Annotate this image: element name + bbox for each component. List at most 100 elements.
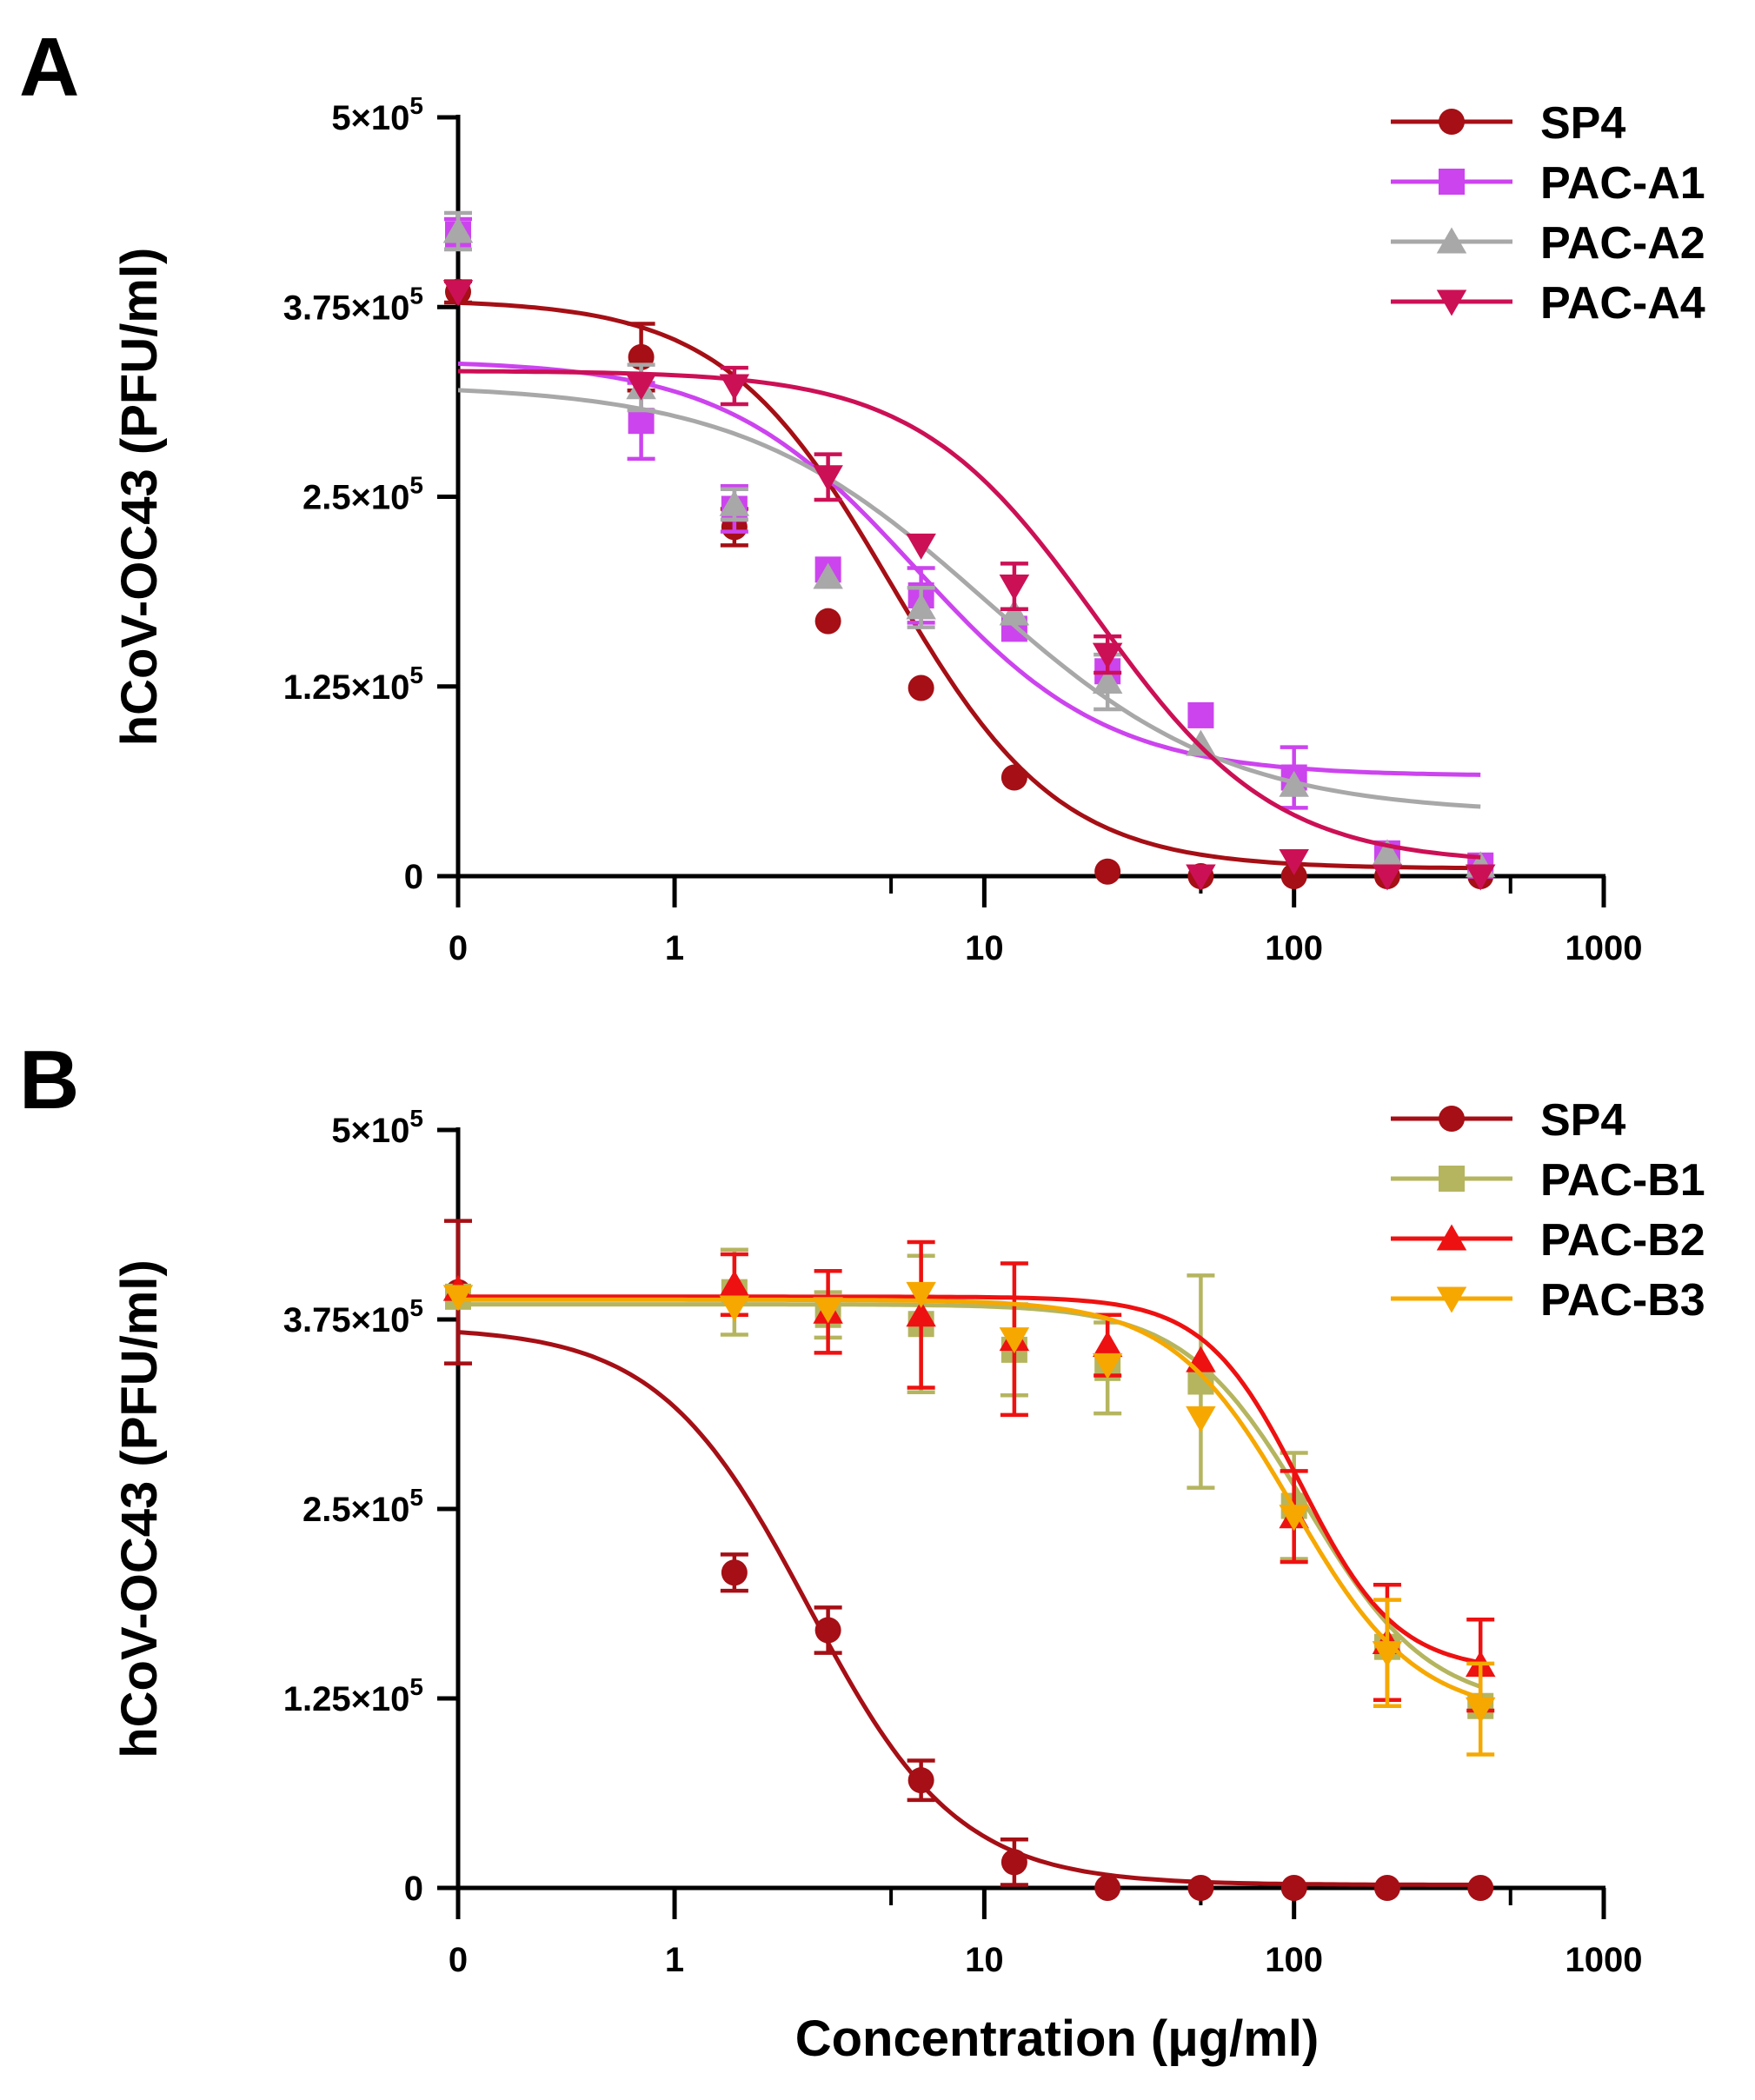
legend-label: PAC-A4 <box>1540 278 1705 329</box>
chart-panel-a: A 0 1.25×105 2.5×105 3.75×105 5×105 0 1 10 100 100… <box>19 21 1705 967</box>
x-tick-label: 1 <box>665 929 684 967</box>
x-tick-label: 0 <box>449 929 468 967</box>
legend-marker <box>1436 1286 1467 1313</box>
legend-marker <box>1439 109 1465 135</box>
series-sp4 <box>444 1219 1494 1901</box>
data-point <box>1279 849 1309 876</box>
data-point <box>1465 864 1496 891</box>
data-point <box>813 465 843 492</box>
legend-label: SP4 <box>1540 1095 1625 1146</box>
data-point <box>1372 1641 1403 1668</box>
data-point <box>1092 668 1123 694</box>
panel-label: A <box>19 21 79 114</box>
legend-label: PAC-A1 <box>1540 158 1705 209</box>
y-tick-label: 2.5×105 <box>302 1484 423 1529</box>
data-point <box>1187 701 1214 728</box>
legend-marker <box>1439 1166 1465 1192</box>
data-point <box>1000 764 1027 791</box>
data-point <box>814 1617 841 1644</box>
data-point <box>813 562 843 589</box>
data-point <box>1279 770 1309 797</box>
fit-curve <box>458 1297 1481 1700</box>
data-point <box>719 1270 750 1297</box>
x-tick-label: 1000 <box>1566 929 1643 967</box>
data-point <box>719 1295 750 1322</box>
data-point <box>813 1297 843 1324</box>
data-point <box>442 280 474 307</box>
series-pac-b3 <box>442 1281 1496 1757</box>
data-point <box>1372 839 1403 866</box>
data-point <box>1186 1406 1216 1432</box>
y-tick-label: 2.5×105 <box>302 472 423 517</box>
data-point <box>442 216 474 243</box>
legend-label: PAC-B1 <box>1540 1155 1705 1206</box>
data-point <box>1373 1875 1400 1901</box>
legend-marker <box>1436 1224 1467 1251</box>
y-tick-label: 5×105 <box>331 1105 423 1150</box>
data-point <box>721 1559 748 1586</box>
x-tick-label: 1 <box>665 1941 684 1979</box>
data-point <box>999 1327 1030 1354</box>
legend-marker <box>1439 1106 1465 1132</box>
data-point <box>999 599 1030 626</box>
x-tick-label: 1000 <box>1566 1941 1643 1979</box>
x-tick-label: 100 <box>1265 929 1323 967</box>
data-point <box>719 374 750 401</box>
legend-marker <box>1439 169 1465 195</box>
data-point <box>1094 1875 1121 1901</box>
panel-label: B <box>19 1033 79 1126</box>
data-point <box>1467 1875 1494 1901</box>
fit-curve <box>458 1302 1482 1689</box>
data-point <box>906 593 936 620</box>
x-tick-label: 100 <box>1265 1941 1323 1979</box>
data-point <box>1186 864 1216 891</box>
y-tick-label: 0 <box>404 1870 423 1908</box>
data-point <box>1279 1505 1309 1532</box>
y-tick-label: 5×105 <box>331 92 423 137</box>
y-tick-label: 1.25×105 <box>283 661 423 707</box>
series-pac-b1 <box>445 1247 1494 1719</box>
y-axis-title: hCoV-OC43 (PFU/ml) <box>111 1259 168 1758</box>
data-point <box>999 575 1030 601</box>
data-point <box>1092 642 1123 669</box>
fit-curve <box>457 369 1481 860</box>
data-point <box>1465 1697 1496 1724</box>
data-point <box>1186 729 1216 756</box>
fit-curve <box>457 388 1481 809</box>
data-point <box>626 374 656 401</box>
data-point <box>906 1281 936 1308</box>
legend-marker <box>1436 227 1467 254</box>
data-point <box>1280 863 1307 889</box>
y-tick-label: 1.25×105 <box>283 1673 423 1718</box>
x-tick-label: 0 <box>449 1941 468 1979</box>
data-point <box>1092 1352 1123 1379</box>
data-point <box>1000 1849 1027 1876</box>
y-tick-label: 3.75×105 <box>283 1294 423 1339</box>
data-point <box>906 533 936 560</box>
series-pac-b2 <box>442 1239 1496 1713</box>
legend-label: SP4 <box>1540 98 1625 149</box>
y-axis-title: hCoV-OC43 (PFU/ml) <box>111 248 168 747</box>
fit-curve <box>458 1294 1481 1665</box>
data-point <box>719 489 750 516</box>
data-point <box>814 608 841 635</box>
y-tick-label: 0 <box>404 858 423 896</box>
data-point <box>1280 1875 1307 1901</box>
fit-curve <box>457 1330 1481 1887</box>
fit-curve <box>457 361 1481 777</box>
legend-marker <box>1436 289 1467 316</box>
data-point <box>1187 1875 1214 1901</box>
chart-panel-b: B 0 1.25×105 2.5×105 3.75×105 5×105 0 1 10 100 100… <box>19 1033 1705 2067</box>
series-pac-a4 <box>442 280 1496 891</box>
data-point <box>907 1767 934 1794</box>
data-point <box>1092 1331 1123 1358</box>
x-tick-label: 10 <box>965 1941 1004 1979</box>
data-point <box>907 675 934 701</box>
data-point <box>1094 858 1121 885</box>
legend-label: PAC-B2 <box>1540 1215 1705 1266</box>
x-tick-label: 10 <box>965 929 1004 967</box>
data-point <box>442 1285 474 1312</box>
x-axis-title: Concentration (μg/ml) <box>795 2010 1320 2067</box>
data-point <box>1372 864 1403 891</box>
